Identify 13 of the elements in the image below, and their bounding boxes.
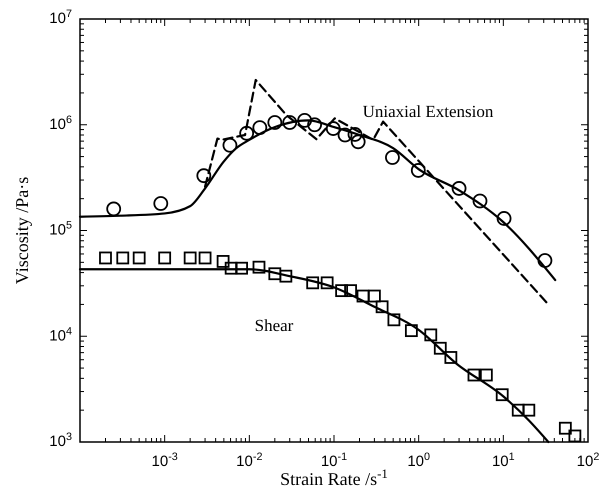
annotation: Shear [254,316,294,335]
x-tick-label: 10$^{0}$ [407,451,430,470]
y-tick-label: 10$^{3}$ [49,431,72,450]
y-axis-title: Viscosity /Pa·s [12,176,32,284]
y-tick-label: 10$^{7}$ [49,8,72,27]
y-tick-label: 10$^{4}$ [49,325,72,344]
x-tick-label: 10$^{-3}$ [152,451,178,470]
x-tick-label: 10$^{-2}$ [236,451,262,470]
x-tick-label: 10$^{1}$ [492,451,515,470]
y-tick-label: 10$^{5}$ [49,220,72,238]
y-tick-label: 10$^{6}$ [49,114,72,133]
x-tick-label: 10$^{2}$ [576,451,599,470]
annotation: Uniaxial Extension [362,102,494,121]
